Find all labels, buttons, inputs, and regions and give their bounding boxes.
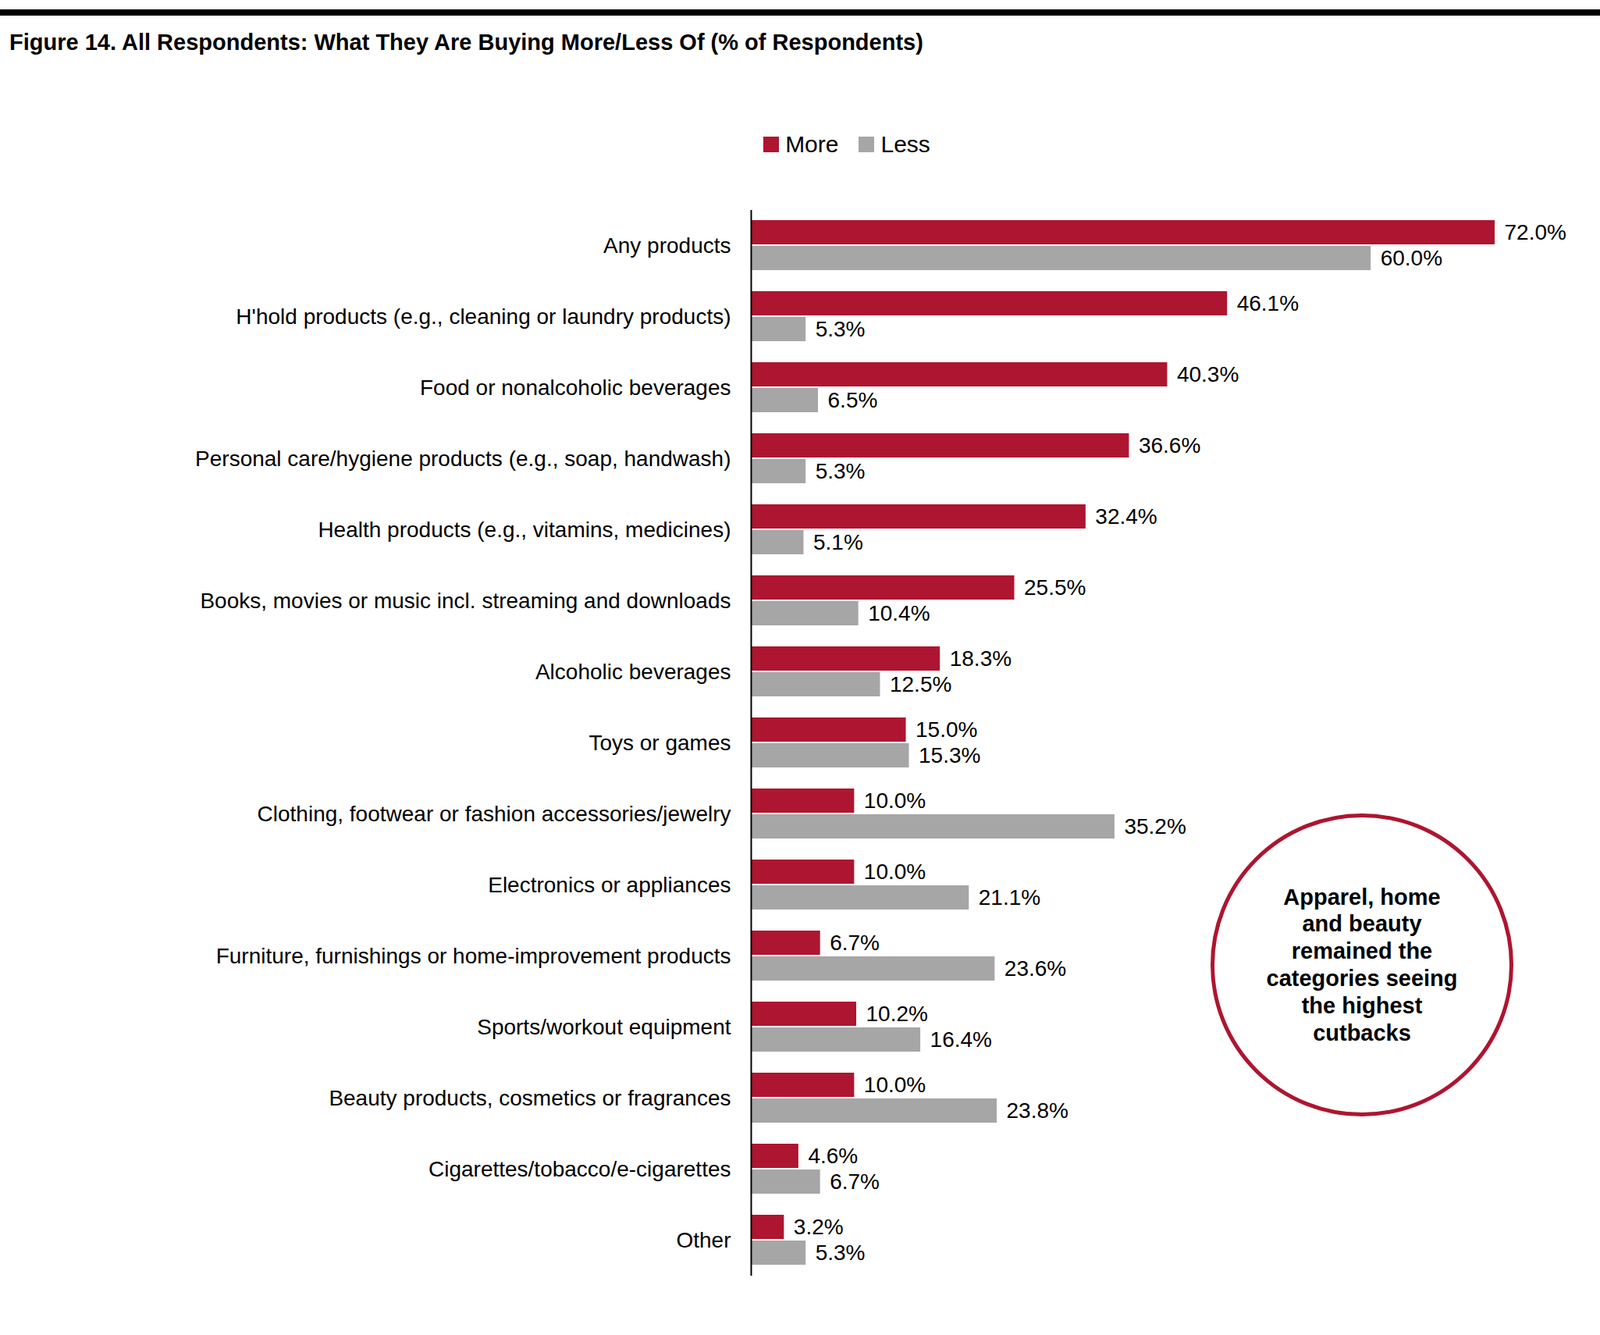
svg-text:21.1%: 21.1% [978,885,1041,910]
svg-text:Other: Other [675,1227,731,1252]
svg-text:72.0%: 72.0% [1504,220,1567,245]
svg-text:Food or nonalcoholic beverages: Food or nonalcoholic beverages [419,375,731,400]
svg-text:3.2%: 3.2% [793,1214,844,1239]
html-text:Less: Less [880,131,931,157]
svg-text:Furniture, furnishings or home: Furniture, furnishings or home-improveme… [216,943,732,968]
svg-text:23.8%: 23.8% [1006,1098,1069,1123]
svg-text:Cigarettes/tobacco/e-cigarette: Cigarettes/tobacco/e-cigarettes [428,1156,732,1181]
svg-text:32.4%: 32.4% [1095,504,1157,529]
svg-text:Sports/workout equipment: Sports/workout equipment [476,1014,732,1039]
svg-text:Books, movies or music incl. s: Books, movies or music incl. streaming a… [199,588,731,613]
svg-text:40.3%: 40.3% [1176,362,1239,387]
svg-text:10.0%: 10.0% [864,1072,926,1097]
svg-text:5.1%: 5.1% [813,529,864,555]
svg-text:5.3%: 5.3% [815,1240,866,1265]
svg-text:Clothing, footwear or fashion: Clothing, footwear or fashion accessorie… [257,801,732,826]
svg-text:Health products (e.g., vitamin: Health products (e.g., vitamins, medicin… [317,517,731,542]
svg-text:36.6%: 36.6% [1138,433,1201,458]
svg-text:10.2%: 10.2% [866,1001,928,1026]
svg-text:Personal care/hygiene products: Personal care/hygiene products (e.g., so… [195,446,731,471]
svg-text:Alcoholic beverages: Alcoholic beverages [535,659,732,684]
svg-text:60.0%: 60.0% [1380,245,1443,271]
svg-text:5.3%: 5.3% [815,458,866,484]
svg-text:4.6%: 4.6% [807,1143,858,1168]
svg-text:5.3%: 5.3% [815,316,866,342]
html-text:Apparel, home and beauty remai: Apparel, home and beauty remained the ca… [1266,883,1458,1045]
html-text:More: More [785,131,839,157]
svg-text:Any products: Any products [603,233,731,258]
svg-text:H'hold products (e.g., cleanin: H'hold products (e.g., cleaning or laund… [235,304,731,329]
svg-text:16.4%: 16.4% [930,1027,992,1052]
svg-text:46.1%: 46.1% [1237,291,1299,316]
svg-text:12.5%: 12.5% [889,672,952,697]
svg-text:Beauty products, cosmetics or: Beauty products, cosmetics or fragrances [328,1085,731,1110]
svg-text:6.5%: 6.5% [828,387,879,413]
svg-text:Electronics or appliances: Electronics or appliances [487,872,731,897]
svg-text:6.7%: 6.7% [829,930,880,955]
html-text:Figure 14. All Respondents: Wh: Figure 14. All Respondents: What They Ar… [9,29,924,55]
svg-text:10.0%: 10.0% [864,859,926,884]
svg-text:6.7%: 6.7% [829,1169,880,1194]
svg-text:23.6%: 23.6% [1004,956,1067,981]
svg-text:15.3%: 15.3% [918,743,981,768]
svg-text:25.5%: 25.5% [1024,575,1086,600]
svg-text:10.0%: 10.0% [864,788,926,813]
svg-text:Toys or games: Toys or games [588,730,731,755]
svg-text:10.4%: 10.4% [867,600,930,626]
svg-text:18.3%: 18.3% [949,646,1012,671]
svg-text:35.2%: 35.2% [1123,814,1186,839]
svg-text:15.0%: 15.0% [915,717,978,742]
